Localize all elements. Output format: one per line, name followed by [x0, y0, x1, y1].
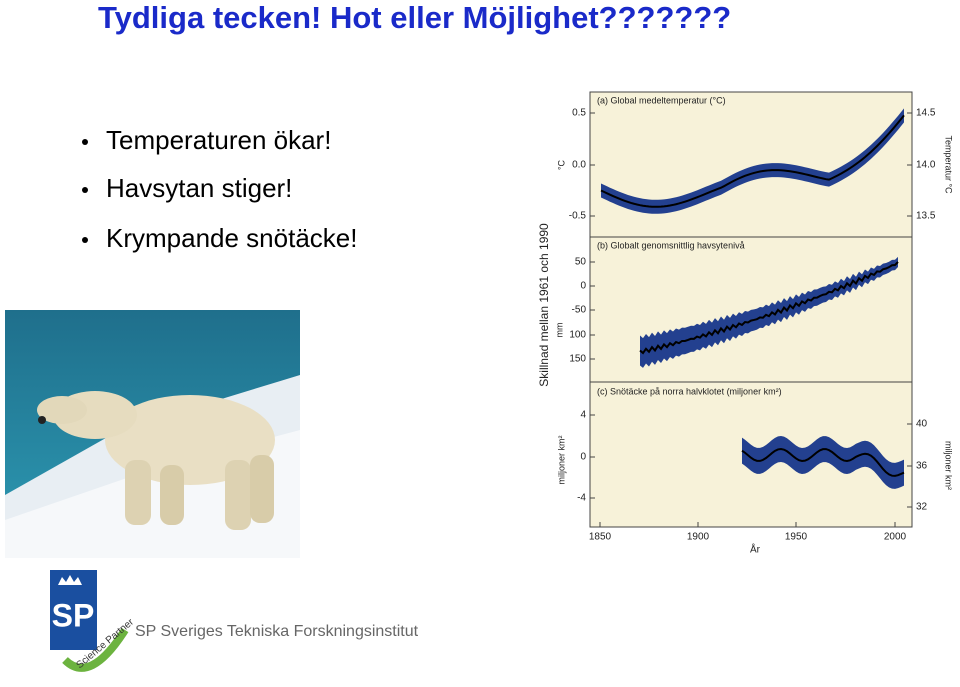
- y-tick-label: 4: [580, 410, 586, 421]
- bullet-text: Temperaturen ökar!: [106, 125, 331, 155]
- y-tick-label: 100: [569, 330, 586, 341]
- x-axis-label: År: [750, 543, 761, 556]
- y-tick-label: -50: [572, 305, 587, 316]
- title: Tydliga tecken! Hot eller Möjlighet?????…: [98, 0, 731, 35]
- y-unit: °C: [556, 159, 566, 170]
- y2-tick-label: 36: [916, 461, 928, 472]
- sea-line: [639, 261, 899, 355]
- y2-tick-label: 14.5: [916, 108, 936, 119]
- y2-unit: miljoner km²: [944, 441, 954, 490]
- x-tick-label: 2000: [884, 532, 907, 543]
- y2-tick-label: 13.5: [916, 211, 936, 222]
- bear-leg: [125, 460, 151, 525]
- y-tick-label: 0: [580, 281, 586, 292]
- photo: [5, 310, 300, 558]
- y-tick-label: 0.0: [572, 160, 586, 171]
- bear-leg: [225, 460, 251, 530]
- y-tick-label: 0: [580, 452, 586, 463]
- bullet-dot: [82, 139, 88, 145]
- bullet-dot: [82, 187, 88, 193]
- x-tick-label: 1850: [589, 532, 612, 543]
- bullet-text: Krympande snötäcke!: [106, 223, 357, 253]
- y-unit: miljoner km²: [556, 435, 566, 484]
- y-tick-label: -0.5: [569, 211, 587, 222]
- snow-line: [741, 447, 905, 477]
- bear-nose: [38, 416, 46, 424]
- y-axis-label: Skillnad mellan 1961 och 1990: [537, 223, 551, 387]
- y-unit: mm: [554, 323, 564, 338]
- panel-label: (c) Snötäcke på norra halvklotet (miljon…: [597, 386, 782, 396]
- y-tick-label: 150: [569, 354, 586, 365]
- y-tick-label: 0.5: [572, 108, 586, 119]
- panel-label: (b) Globalt genomsnittlig havsytenivå: [597, 240, 745, 250]
- y2-tick-label: 14.0: [916, 160, 936, 171]
- bear-leg: [250, 455, 274, 523]
- temp-line: [600, 114, 905, 208]
- y2-tick-label: 40: [916, 419, 928, 430]
- x-tick-label: 1900: [687, 532, 710, 543]
- x-tick-label: 1950: [785, 532, 808, 543]
- y-tick-label: 50: [575, 257, 587, 268]
- logo: SP Science Partner: [50, 570, 137, 672]
- curves: [600, 108, 905, 489]
- logo-crown: [58, 575, 82, 585]
- logo-text: SP: [52, 597, 95, 633]
- footer: SP Sveriges Tekniska Forskningsinstitut: [135, 623, 419, 640]
- bear-leg: [160, 465, 184, 525]
- y2-unit: Temperatur °C: [944, 135, 954, 194]
- bullet-dot: [82, 237, 88, 243]
- bear-head: [37, 396, 87, 424]
- y-tick-label: -4: [577, 493, 586, 504]
- logo-arc: [62, 627, 129, 672]
- bullet-text: Havsytan stiger!: [106, 173, 292, 203]
- sea-band: [640, 256, 898, 368]
- panel-label: (a) Global medeltemperatur (°C): [597, 95, 726, 105]
- y2-tick-label: 32: [916, 502, 928, 513]
